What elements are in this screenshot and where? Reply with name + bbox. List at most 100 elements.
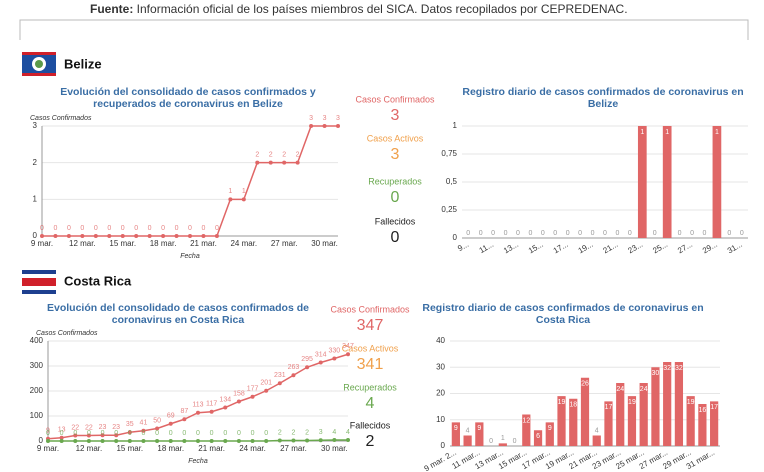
source-line: Fuente: Información oficial de los paíse… — [90, 2, 628, 16]
data-label: 0 — [202, 225, 206, 232]
data-label: 17 — [710, 404, 718, 411]
stat-value: 2 — [366, 433, 375, 450]
data-label: 0 — [196, 430, 200, 437]
data-label: 0 — [591, 230, 595, 237]
data-label: 22 — [85, 424, 93, 431]
data-label: 32 — [663, 365, 671, 372]
data-point — [168, 439, 173, 443]
data-label: 0 — [513, 438, 517, 445]
data-point — [120, 234, 125, 238]
data-point — [305, 438, 310, 443]
data-label: 347 — [342, 343, 354, 350]
data-point — [214, 234, 219, 238]
data-point — [277, 381, 282, 386]
y-tick-label: 400 — [30, 336, 44, 345]
data-label: 0 — [46, 430, 50, 437]
data-point — [46, 439, 50, 443]
x-tick-label: 27 mar. — [271, 239, 298, 248]
data-label: 9 — [46, 428, 50, 435]
country-name: Costa Rica — [64, 273, 132, 288]
data-point — [182, 439, 187, 443]
x-tick-label: 18 mar. — [157, 444, 184, 453]
data-point — [114, 433, 119, 438]
data-point — [201, 234, 206, 238]
data-label: 117 — [206, 401, 217, 408]
data-point — [318, 360, 323, 365]
y-tick-label: 0,75 — [441, 149, 457, 158]
x-tick-label: 24 mar. — [230, 239, 257, 248]
data-label: 2 — [296, 152, 300, 159]
data-label: 1 — [665, 129, 669, 136]
data-point — [264, 388, 269, 393]
x-tick-label: 17... — [552, 240, 570, 256]
data-label: 2 — [278, 429, 282, 436]
data-label: 0 — [703, 230, 707, 237]
bar — [686, 396, 695, 446]
data-label: 1 — [640, 129, 644, 136]
data-label: 0 — [479, 230, 483, 237]
data-label: 0 — [87, 430, 91, 437]
data-label: 0 — [223, 430, 227, 437]
data-point — [318, 438, 323, 443]
chart-title: coronavirus en Costa Rica — [112, 314, 245, 326]
data-label: 0 — [578, 230, 582, 237]
data-point — [40, 234, 44, 238]
bar — [616, 383, 625, 446]
x-tick-label: 15 mar. — [109, 239, 136, 248]
bar — [710, 401, 719, 446]
x-tick-label: 30 mar. — [321, 444, 348, 453]
data-point — [291, 438, 296, 443]
x-tick-label: 24 mar. — [239, 444, 266, 453]
data-label: 0 — [628, 230, 632, 237]
data-point — [322, 124, 327, 128]
source-text: Información oficial de los países miembr… — [133, 2, 627, 16]
data-label: 3 — [336, 115, 340, 122]
data-point — [73, 433, 78, 438]
data-label: 2 — [292, 429, 296, 436]
data-point — [182, 417, 187, 422]
y-tick-label: 0 — [441, 441, 446, 450]
y-tick-label: 40 — [436, 336, 445, 345]
data-label: 2 — [305, 429, 309, 436]
bar — [557, 396, 566, 446]
data-label: 0 — [169, 430, 173, 437]
data-label: 1 — [242, 188, 246, 195]
data-point — [168, 421, 173, 426]
bar — [627, 396, 637, 446]
data-point — [73, 439, 78, 443]
data-point — [188, 234, 192, 238]
data-label: 134 — [219, 396, 231, 403]
data-label: 0 — [101, 430, 105, 437]
data-label: 0 — [251, 430, 255, 437]
y-tick-label: 0 — [453, 233, 458, 242]
bar — [580, 377, 590, 446]
x-tick-label: 21 mar. — [190, 239, 217, 248]
data-label: 18 — [569, 402, 577, 409]
data-label: 0 — [80, 225, 84, 232]
data-point — [114, 439, 119, 443]
data-label: 0 — [215, 225, 219, 232]
data-label: 17 — [605, 404, 613, 411]
x-tick-label: 29... — [701, 240, 719, 256]
data-label: 41 — [140, 420, 148, 427]
bar — [592, 435, 601, 446]
data-point — [336, 124, 340, 128]
data-label: 1 — [715, 129, 719, 136]
data-label: 0 — [504, 230, 508, 237]
data-label: 0 — [67, 225, 71, 232]
data-label: 0 — [653, 230, 657, 237]
data-label: 0 — [491, 230, 495, 237]
source-label: Fuente: — [90, 2, 133, 16]
data-point — [66, 234, 71, 238]
data-label: 23 — [99, 424, 107, 431]
data-label: 0 — [727, 230, 731, 237]
stat-label: Fallecidos — [350, 420, 391, 430]
stat-value: 347 — [357, 317, 384, 334]
data-point — [100, 439, 105, 443]
data-label: 0 — [134, 225, 138, 232]
data-point — [174, 234, 179, 238]
data-point — [141, 428, 146, 433]
data-point — [309, 124, 314, 128]
data-label: 3 — [323, 115, 327, 122]
data-label: 16 — [698, 407, 706, 414]
